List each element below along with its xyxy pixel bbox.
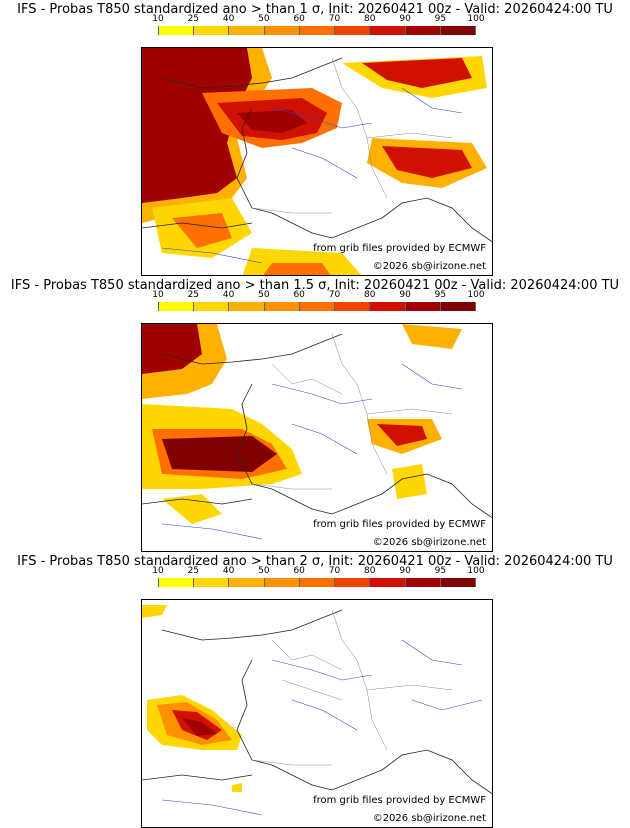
legend-swatch	[194, 26, 230, 35]
legend-labels: 10 25 40 50 60 70 80 90 95 100	[152, 566, 484, 578]
legend-swatch	[405, 302, 441, 311]
map-panel-1: IFS - Probas T850 standardized ano > tha…	[0, 0, 630, 276]
legend-swatch	[370, 578, 406, 587]
legend-label: 90	[399, 290, 411, 300]
legend-swatch	[264, 26, 300, 35]
legend-swatch	[370, 302, 406, 311]
coastline	[142, 333, 492, 519]
legend-labels: 10 25 40 50 60 70 80 90 95 100	[152, 14, 484, 26]
legend-label: 10	[152, 290, 164, 300]
legend-label: 70	[328, 290, 341, 300]
coastline	[142, 57, 492, 243]
country-borders	[251, 57, 453, 214]
legend-swatch	[299, 26, 336, 35]
panel-title: IFS - Probas T850 standardized ano > tha…	[10, 278, 620, 293]
legend-swatch	[440, 26, 476, 35]
panel-title: IFS - Probas T850 standardized ano > tha…	[17, 2, 613, 17]
legend-swatch	[229, 578, 265, 587]
legend-label: 90	[399, 566, 411, 576]
legend-label: 10	[152, 14, 164, 24]
probability-map: from grib files provided by ECMWF ©2026 …	[141, 599, 493, 828]
rivers	[161, 363, 463, 540]
legend-label: 80	[364, 290, 376, 300]
legend-label: 100	[467, 290, 485, 300]
color-legend	[158, 578, 476, 587]
country-borders	[251, 333, 453, 490]
probability-map: from grib files provided by ECMWF ©2026 …	[141, 323, 493, 552]
legend-label: 40	[222, 566, 235, 576]
copyright: ©2026 sb@irizone.net	[372, 537, 486, 548]
probability-field	[142, 605, 242, 792]
legend-swatch	[335, 302, 371, 311]
probability-map: from grib files provided by ECMWF ©2026 …	[141, 47, 493, 276]
color-legend	[158, 302, 476, 311]
map-panel-2: IFS - Probas T850 standardized ano > tha…	[0, 276, 630, 552]
legend-label: 70	[328, 14, 341, 24]
rivers	[161, 87, 463, 264]
legend-label: 60	[293, 14, 305, 24]
legend-swatch	[194, 578, 230, 587]
legend-label: 40	[222, 14, 235, 24]
legend-label: 40	[222, 290, 235, 300]
legend-swatch	[440, 578, 476, 587]
rivers	[161, 639, 483, 816]
legend-label: 50	[258, 14, 270, 24]
legend-swatch	[194, 302, 230, 311]
map-svg	[142, 324, 492, 540]
legend-swatch	[229, 302, 265, 311]
legend-swatch	[264, 302, 300, 311]
panel-title: IFS - Probas T850 standardized ano > tha…	[17, 554, 613, 569]
legend-label: 95	[434, 14, 447, 24]
legend-swatch	[299, 302, 336, 311]
legend-swatch	[158, 302, 195, 311]
color-legend	[158, 26, 476, 35]
legend-swatch	[299, 578, 336, 587]
legend-swatch	[370, 26, 406, 35]
legend-label: 95	[434, 566, 447, 576]
legend-swatch	[405, 578, 441, 587]
legend-swatch	[158, 578, 195, 587]
map-panel-3: IFS - Probas T850 standardized ano > tha…	[0, 552, 630, 828]
legend-labels: 10 25 40 50 60 70 80 90 95 100	[152, 290, 484, 302]
source-credit: from grib files provided by ECMWF	[313, 519, 486, 530]
copyright: ©2026 sb@irizone.net	[372, 261, 486, 272]
coastline	[142, 609, 492, 795]
legend-swatch	[335, 26, 371, 35]
legend-label: 10	[152, 566, 164, 576]
legend-swatch	[158, 26, 195, 35]
map-svg	[142, 48, 492, 275]
legend-label: 90	[399, 14, 411, 24]
legend-swatch	[440, 302, 476, 311]
legend-label: 50	[258, 290, 270, 300]
source-credit: from grib files provided by ECMWF	[313, 243, 486, 254]
copyright: ©2026 sb@irizone.net	[372, 813, 486, 824]
probability-field	[142, 324, 462, 524]
legend-label: 60	[293, 290, 305, 300]
legend-label: 60	[293, 566, 305, 576]
probability-field	[142, 48, 487, 275]
legend-swatch	[264, 578, 300, 587]
legend-label: 70	[328, 566, 341, 576]
legend-swatch	[335, 578, 371, 587]
legend-label: 25	[187, 566, 200, 576]
country-borders	[251, 609, 453, 766]
legend-label: 80	[364, 566, 376, 576]
legend-label: 80	[364, 14, 376, 24]
map-svg	[142, 605, 492, 816]
legend-swatch	[405, 26, 441, 35]
legend-label: 25	[187, 290, 200, 300]
legend-label: 95	[434, 290, 447, 300]
legend-swatch	[229, 26, 265, 35]
source-credit: from grib files provided by ECMWF	[313, 795, 486, 806]
legend-label: 25	[187, 14, 200, 24]
legend-label: 100	[467, 14, 485, 24]
legend-label: 100	[467, 566, 485, 576]
legend-label: 50	[258, 566, 270, 576]
